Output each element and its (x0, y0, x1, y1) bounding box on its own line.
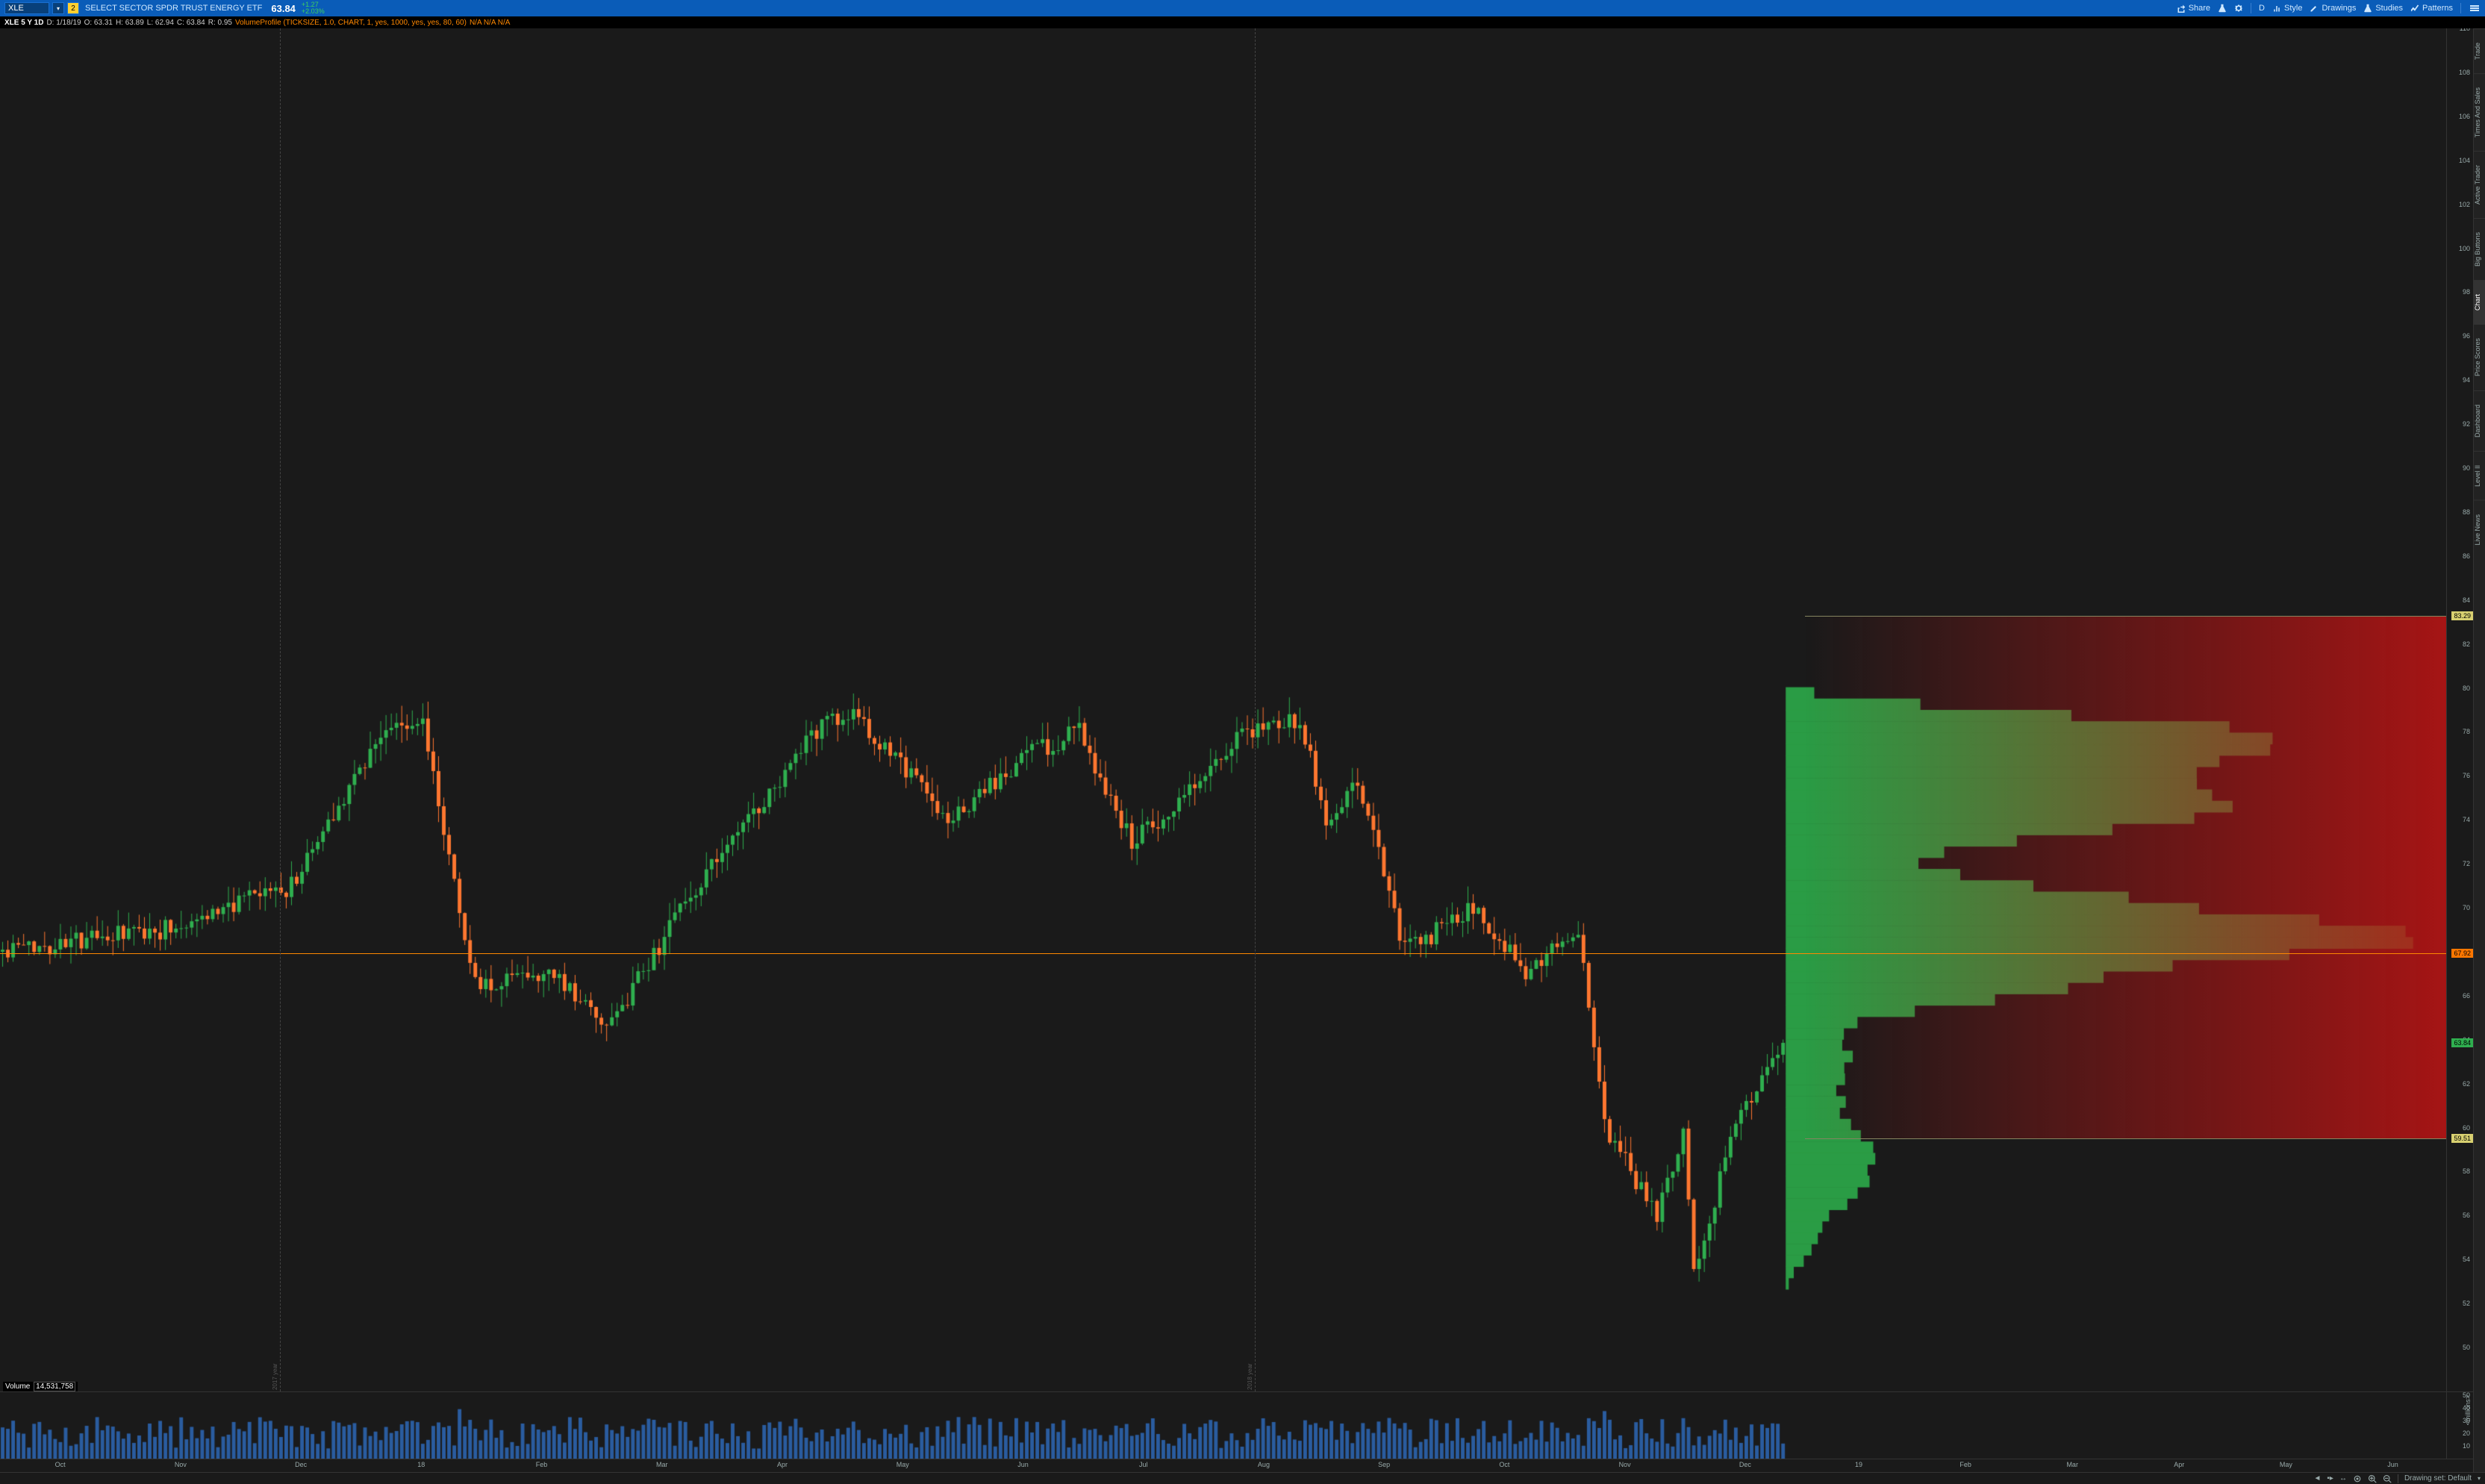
info-close: C: 63.84 (177, 19, 205, 27)
time-axis[interactable]: OctNovDec18FebMarAprMayJunJulAugSepOctNo… (0, 1459, 2473, 1472)
drawings-button[interactable]: Drawings (2310, 4, 2356, 13)
symbol-dropdown[interactable]: ▾ (52, 2, 64, 14)
gear-icon[interactable] (2234, 4, 2243, 13)
zoom-target-icon[interactable] (2353, 1474, 2362, 1483)
info-date: D: 1/18/19 (46, 19, 81, 27)
drawing-set-dropdown-icon[interactable]: ▾ (2478, 1475, 2481, 1482)
year-line (280, 28, 281, 1391)
menu-icon[interactable] (2469, 2, 2481, 14)
drawing-set-label[interactable]: Drawing set: Default (2404, 1474, 2472, 1483)
side-tab-big-buttons[interactable]: Big Buttons (2474, 218, 2485, 280)
side-tab-price-scores[interactable]: Price Scores (2474, 324, 2485, 390)
zoom-out-icon[interactable] (2383, 1474, 2392, 1483)
side-tab-level-ii[interactable]: Level II (2474, 451, 2485, 500)
flask-icon[interactable] (2218, 4, 2227, 13)
price-tag-last: 63.84 (2451, 1038, 2473, 1047)
price-chart[interactable]: 5052545658606264666870727476788082848688… (0, 28, 2473, 1391)
info-volumeprofile: VolumeProfile (TICKSIZE, 1.0, CHART, 1, … (235, 19, 467, 27)
link-icon[interactable]: 2 (67, 2, 79, 14)
share-button[interactable]: Share (2177, 4, 2210, 13)
top-toolbar: ▾ 2 SELECT SECTOR SPDR TRUST ENERGY ETF … (0, 0, 2485, 16)
info-range: R: 0.95 (208, 19, 232, 27)
hline-val (1805, 1138, 2446, 1139)
scroll-right-icon[interactable]: ▪▸ (2327, 1474, 2333, 1483)
hline-vah (1805, 616, 2446, 617)
side-tab-trade[interactable]: Trade (2474, 28, 2485, 73)
status-bar: ◄ ▪▸ ↔ Drawing set: Default ▾ (0, 1472, 2485, 1484)
info-na: N/A N/A N/A (470, 19, 510, 27)
side-tab-times-and-sales[interactable]: Times And Sales (2474, 73, 2485, 151)
price-tag-vah: 83.29 (2451, 611, 2473, 620)
side-tab-dashboard[interactable]: Dashboard (2474, 390, 2485, 451)
zoom-in-icon[interactable] (2368, 1474, 2377, 1483)
symbol-input[interactable] (4, 2, 49, 14)
year-line (1255, 28, 1256, 1391)
price-axis[interactable]: 5052545658606264666870727476788082848688… (2446, 28, 2473, 1391)
patterns-button[interactable]: Patterns (2410, 4, 2453, 13)
pan-icon[interactable]: ↔ (2339, 1474, 2347, 1483)
info-open: O: 63.31 (84, 19, 113, 27)
side-tab-active-trader[interactable]: Active Trader (2474, 151, 2485, 218)
right-sidebar-tabs: TradeTimes And SalesActive TraderBig But… (2473, 28, 2485, 1472)
price-tag-val: 59.51 (2451, 1134, 2473, 1143)
timeframe-button[interactable]: D (2259, 4, 2265, 13)
scroll-left-icon[interactable]: ◄ (2313, 1474, 2321, 1483)
info-high: H: 63.89 (116, 19, 144, 27)
side-tab-live-news[interactable]: Live News (2474, 500, 2485, 559)
change-pct: +2.03% (302, 8, 325, 15)
volume-chart[interactable]: Volume 14,531,758 1020304050<millions> (0, 1391, 2473, 1459)
year-label: 2017 year (272, 1363, 278, 1390)
side-tab-chart[interactable]: Chart (2474, 280, 2485, 324)
studies-button[interactable]: Studies (2363, 4, 2403, 13)
year-label: 2018 year (1247, 1363, 1253, 1390)
info-bar: XLE 5 Y 1D D: 1/18/19 O: 63.31 H: 63.89 … (0, 16, 2485, 28)
volume-value: 14,531,758 (34, 1382, 75, 1391)
style-button[interactable]: Style (2272, 4, 2302, 13)
last-price: 63.84 (271, 3, 296, 14)
info-low: L: 62.94 (147, 19, 174, 27)
hline-poc (0, 953, 2446, 954)
instrument-name: SELECT SECTOR SPDR TRUST ENERGY ETF (85, 4, 262, 13)
price-tag-poc: 67.92 (2451, 949, 2473, 958)
volume-label: Volume (5, 1382, 30, 1391)
info-symbol: XLE 5 Y 1D (4, 19, 43, 27)
